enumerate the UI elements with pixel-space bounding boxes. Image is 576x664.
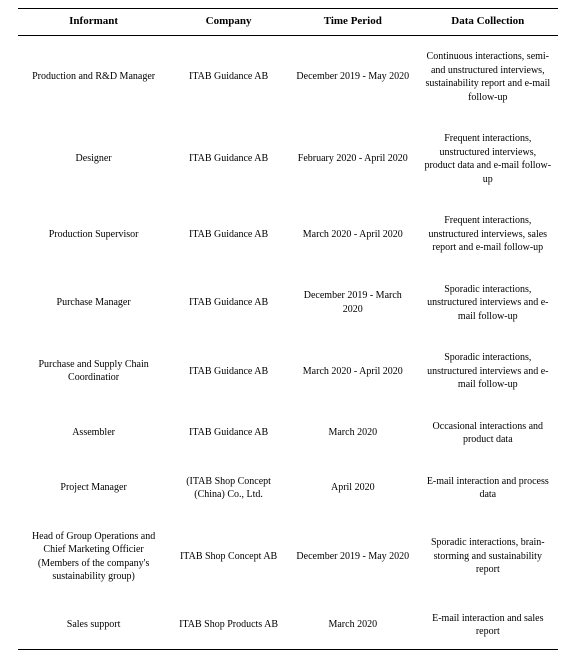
cell-informant: Purchase Manager	[18, 269, 169, 338]
cell-collection: Sporadic interactions, brain-storming an…	[418, 516, 558, 598]
cell-collection: E-mail interaction and sales report	[418, 598, 558, 650]
cell-collection: Frequent interactions, unstructured inte…	[418, 200, 558, 269]
cell-period: March 2020 - April 2020	[288, 200, 418, 269]
cell-period: March 2020	[288, 406, 418, 461]
cell-collection: Frequent interactions, unstructured inte…	[418, 118, 558, 200]
table-row: Head of Group Operations and Chief Marke…	[18, 516, 558, 598]
cell-period: March 2020	[288, 598, 418, 650]
cell-collection: Sporadic interactions, unstructured inte…	[418, 269, 558, 338]
col-header-collection: Data Collection	[418, 9, 558, 36]
col-header-informant: Informant	[18, 9, 169, 36]
table-row: Project Manager(ITAB Shop Concept (China…	[18, 461, 558, 516]
cell-company: ITAB Shop Products AB	[169, 598, 288, 650]
table-row: Purchase ManagerITAB Guidance ABDecember…	[18, 269, 558, 338]
cell-company: ITAB Shop Concept AB	[169, 516, 288, 598]
col-header-period: Time Period	[288, 9, 418, 36]
cell-period: March 2020 - April 2020	[288, 337, 418, 406]
cell-period: April 2020	[288, 461, 418, 516]
cell-company: (ITAB Shop Concept (China) Co., Ltd.	[169, 461, 288, 516]
cell-period: February 2020 - April 2020	[288, 118, 418, 200]
cell-informant: Head of Group Operations and Chief Marke…	[18, 516, 169, 598]
table-row: Production and R&D ManagerITAB Guidance …	[18, 36, 558, 119]
header-row: Informant Company Time Period Data Colle…	[18, 9, 558, 36]
cell-informant: Sales support	[18, 598, 169, 650]
cell-company: ITAB Guidance AB	[169, 118, 288, 200]
informant-table: Informant Company Time Period Data Colle…	[18, 8, 558, 650]
cell-informant: Designer	[18, 118, 169, 200]
cell-collection: E-mail interaction and process data	[418, 461, 558, 516]
cell-informant: Assembler	[18, 406, 169, 461]
table-row: DesignerITAB Guidance ABFebruary 2020 - …	[18, 118, 558, 200]
cell-period: December 2019 - May 2020	[288, 36, 418, 119]
cell-period: December 2019 - May 2020	[288, 516, 418, 598]
cell-company: ITAB Guidance AB	[169, 337, 288, 406]
cell-informant: Production Supervisor	[18, 200, 169, 269]
cell-company: ITAB Guidance AB	[169, 200, 288, 269]
cell-company: ITAB Guidance AB	[169, 36, 288, 119]
table-row: Production SupervisorITAB Guidance ABMar…	[18, 200, 558, 269]
table-row: AssemblerITAB Guidance ABMarch 2020Occas…	[18, 406, 558, 461]
cell-company: ITAB Guidance AB	[169, 269, 288, 338]
cell-informant: Purchase and Supply Chain Coordinatior	[18, 337, 169, 406]
cell-collection: Continuous interactions, semi- and unstr…	[418, 36, 558, 119]
table-row: Purchase and Supply Chain CoordinatiorIT…	[18, 337, 558, 406]
cell-collection: Sporadic interactions, unstructured inte…	[418, 337, 558, 406]
cell-period: December 2019 - March 2020	[288, 269, 418, 338]
cell-informant: Production and R&D Manager	[18, 36, 169, 119]
col-header-company: Company	[169, 9, 288, 36]
cell-company: ITAB Guidance AB	[169, 406, 288, 461]
informant-table-container: Informant Company Time Period Data Colle…	[0, 0, 576, 664]
cell-informant: Project Manager	[18, 461, 169, 516]
table-body: Production and R&D ManagerITAB Guidance …	[18, 36, 558, 650]
table-row: Sales supportITAB Shop Products ABMarch …	[18, 598, 558, 650]
cell-collection: Occasional interactions and product data	[418, 406, 558, 461]
